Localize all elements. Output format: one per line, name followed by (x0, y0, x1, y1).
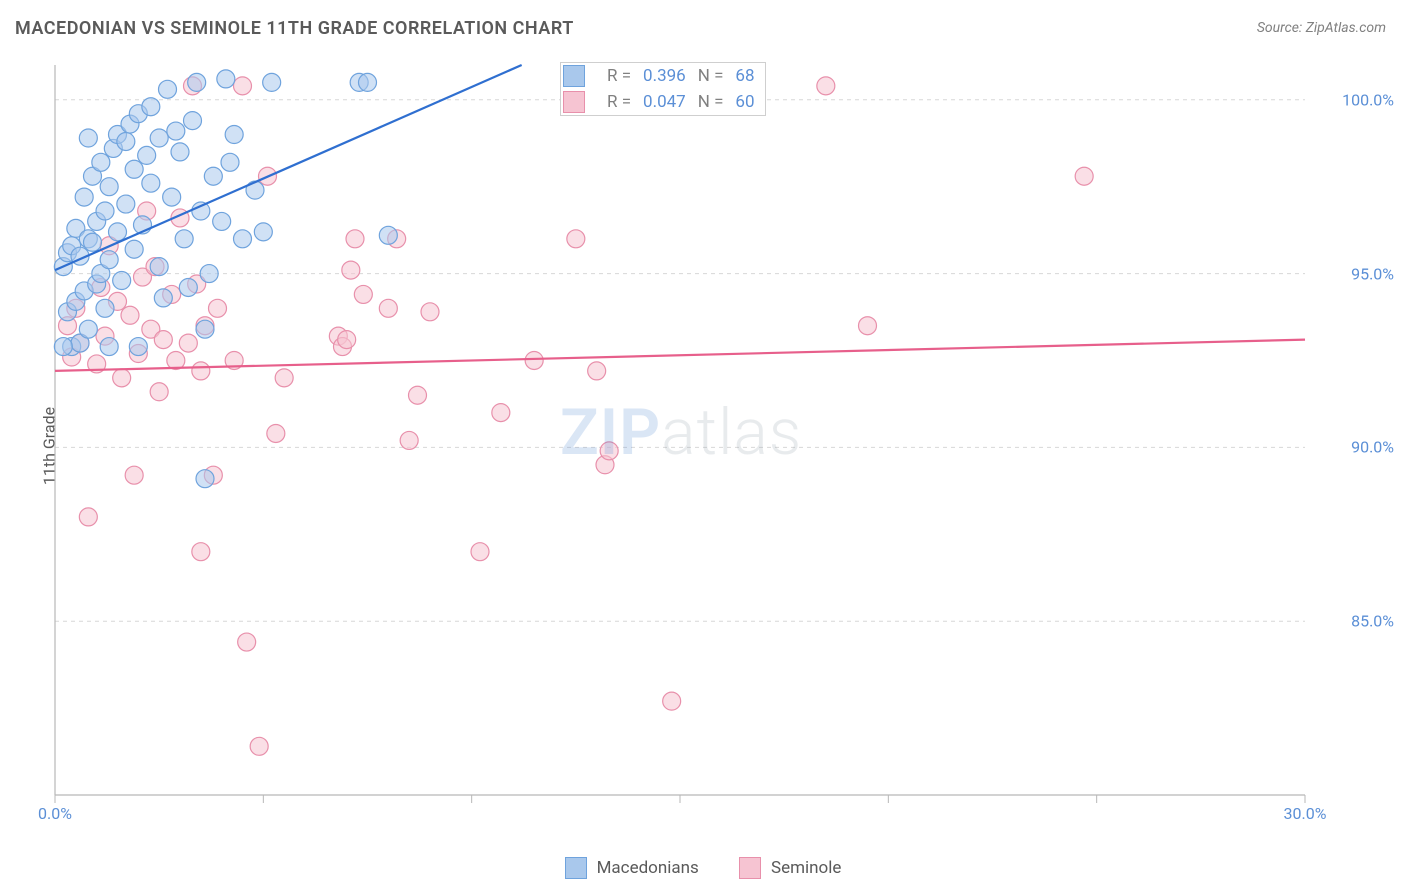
source-attribution: Source: ZipAtlas.com (1257, 20, 1386, 36)
correlation-legend: R = 0.396 N = 68 R = 0.047 N = 60 (560, 62, 766, 116)
plot-area (50, 55, 1390, 835)
x-tick-label: 0.0% (38, 804, 72, 823)
n-value-seminole: 60 (733, 89, 765, 116)
swatch-macedonians-icon (563, 65, 585, 87)
swatch-seminole-icon (739, 857, 761, 879)
r-value-seminole: 0.047 (641, 89, 696, 116)
y-tick-label: 90.0% (1351, 438, 1394, 457)
chart-container: MACEDONIAN VS SEMINOLE 11TH GRADE CORREL… (0, 0, 1406, 892)
y-tick-label: 100.0% (1342, 90, 1394, 109)
y-tick-label: 85.0% (1351, 612, 1394, 631)
swatch-macedonians-icon (565, 857, 587, 879)
n-label: N = (696, 63, 734, 90)
x-tick-label: 30.0% (1284, 804, 1327, 823)
chart-title: MACEDONIAN VS SEMINOLE 11TH GRADE CORREL… (15, 18, 574, 39)
scatter-chart-svg (50, 55, 1390, 835)
legend-label-macedonians: Macedonians (597, 858, 699, 878)
n-value-macedonians: 68 (733, 63, 765, 90)
legend-item-macedonians: Macedonians (565, 857, 699, 879)
legend-item-seminole: Seminole (739, 857, 841, 879)
legend-row-macedonians: R = 0.396 N = 68 (561, 63, 766, 90)
y-tick-label: 95.0% (1351, 264, 1394, 283)
swatch-seminole-icon (563, 91, 585, 113)
n-label: N = (696, 89, 734, 116)
legend-label-seminole: Seminole (771, 858, 841, 878)
r-label: R = (605, 63, 641, 90)
legend-row-seminole: R = 0.047 N = 60 (561, 89, 766, 116)
r-value-macedonians: 0.396 (641, 63, 696, 90)
series-legend: Macedonians Seminole (0, 857, 1406, 884)
r-label: R = (605, 89, 641, 116)
